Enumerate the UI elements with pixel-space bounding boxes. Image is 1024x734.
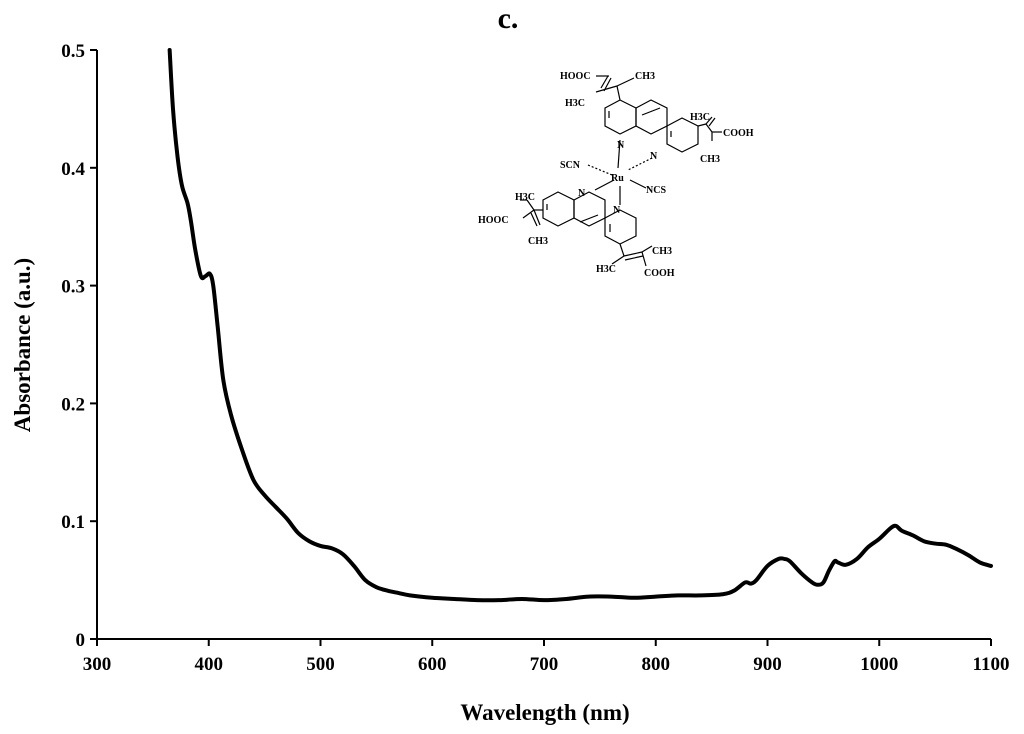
mol-label: HOOC [560, 71, 591, 82]
mol-label: N [578, 188, 586, 199]
y-tick-label: 0.5 [61, 41, 85, 62]
upper-phenanthroline [595, 75, 722, 171]
y-axis-title: Absorbance (a.u.) [10, 258, 35, 432]
x-tick-label: 1000 [860, 654, 898, 675]
x-tick-label: 300 [83, 654, 112, 675]
mol-label: N [613, 205, 621, 216]
y-tick-label: 0 [76, 630, 86, 651]
x-tick-label: 700 [530, 654, 559, 675]
mol-label: CH3 [652, 246, 672, 257]
y-tick-label: 0.3 [61, 277, 85, 298]
x-tick-label: 800 [642, 654, 671, 675]
molecule-structure: HOOC CH3 H3C H3C COOH CH3 N N SCN Ru NCS… [478, 71, 754, 279]
x-tick-label: 900 [753, 654, 782, 675]
absorbance-series-line [167, 48, 993, 603]
x-tick-label: 1100 [973, 654, 1010, 675]
mol-label: HOOC [478, 215, 509, 226]
x-tick-label: 500 [306, 654, 335, 675]
x-tick-label: 600 [418, 654, 447, 675]
mol-label: SCN [560, 160, 581, 171]
mol-label: CH3 [700, 154, 720, 165]
x-axis-title: Wavelength (nm) [460, 700, 629, 725]
mol-label: H3C [515, 192, 535, 203]
axes [96, 50, 991, 640]
y-tick-label: 0.4 [61, 159, 85, 180]
mol-label: COOH [723, 128, 754, 139]
mol-label: Ru [611, 173, 624, 184]
x-tick-label: 400 [195, 654, 224, 675]
y-tick-label: 0.1 [61, 512, 85, 533]
x-ticks: 300 400 500 600 700 800 900 1000 1100 [83, 639, 1010, 675]
mol-label: N [617, 140, 625, 151]
ncs-bond [629, 179, 647, 189]
mol-label: CH3 [635, 71, 655, 82]
mol-label: H3C [690, 112, 710, 123]
lower-phenanthroline [520, 179, 653, 267]
mol-label: H3C [565, 98, 585, 109]
scn-bond [587, 164, 613, 176]
mol-label: COOH [644, 268, 675, 279]
y-ticks: 0 0.1 0.2 0.3 0.4 0.5 [61, 41, 97, 651]
mol-label: N [650, 151, 658, 162]
mol-label: H3C [596, 264, 616, 275]
panel-label: c. [498, 2, 519, 35]
y-tick-label: 0.2 [61, 394, 85, 415]
mol-label: CH3 [528, 236, 548, 247]
mol-label: NCS [646, 185, 666, 196]
